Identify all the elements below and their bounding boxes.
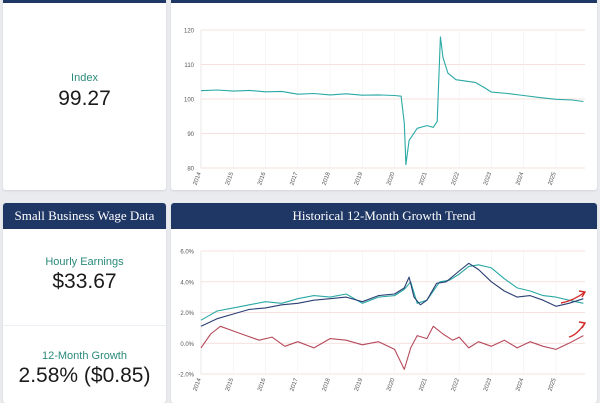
x-tick-label: 2017 [289, 377, 299, 392]
x-tick-label: 2016 [257, 171, 267, 186]
x-tick-label: 2024 [515, 377, 525, 392]
annotation-arrow-lower [568, 322, 586, 338]
y-tick-label: 6.0% [180, 250, 194, 256]
index-chart: 80 90 100 110 120 2014 2015 2016 2017 2018 2019 202… [184, 29, 585, 186]
y-tick-label: 4.0% [180, 280, 194, 286]
x-tick-label: 2023 [483, 171, 493, 186]
hourly-earnings-value: $33.67 [52, 270, 117, 293]
index-metric: Index 99.27 [3, 72, 166, 111]
x-tick-label: 2017 [289, 171, 299, 186]
x-tick-label: 2015 [225, 171, 235, 186]
x-tick-label: 2019 [354, 171, 364, 186]
index-label: Index [71, 72, 98, 84]
y-tick-label: -2.0% [178, 373, 194, 379]
y-tick-label: 2.0% [180, 311, 194, 317]
index-card: Index 99.27 [3, 0, 166, 190]
series-line-1 [200, 36, 584, 166]
index-card-header-strip [3, 0, 166, 3]
x-tick-label: 2021 [419, 377, 429, 392]
hourly-earnings-label: Hourly Earnings [45, 256, 124, 268]
x-tick-label: 2022 [451, 171, 461, 186]
series-line-1 [200, 264, 584, 321]
y-tick-label: 0.0% [180, 342, 194, 348]
index-chart-card: 80 90 100 110 120 2014 2015 2016 2017 2018 2019 202… [171, 0, 597, 190]
series-line-2 [200, 262, 584, 327]
x-tick-label: 2014 [193, 377, 203, 392]
y-tick-label: 100 [184, 98, 195, 104]
x-tick-label: 2023 [483, 377, 493, 392]
trend-card-title: Historical 12-Month Growth Trend [171, 203, 597, 229]
wage-card-divider [3, 325, 166, 326]
annotation-arrow-upper [560, 291, 586, 304]
x-tick-label: 2015 [225, 377, 235, 392]
growth-trend-chart: -2.0% 0.0% 2.0% 4.0% 6.0% 2014 2015 2016 2017 201… [178, 250, 587, 392]
index-chart-header-strip [171, 0, 597, 3]
hourly-earnings-metric: Hourly Earnings $33.67 [3, 256, 166, 294]
x-tick-label: 2020 [386, 377, 396, 392]
x-tick-label: 2020 [386, 171, 396, 186]
x-tick-label: 2018 [322, 171, 332, 186]
x-tick-label: 2022 [451, 377, 461, 392]
y-tick-label: 120 [184, 29, 195, 35]
growth-value: 2.58% ($0.85) [18, 364, 151, 387]
series-line-3 [200, 325, 584, 370]
annotation-arrow-lower-head [578, 321, 587, 329]
trend-card: Historical 12-Month Growth Trend -2.0% 0.… [171, 203, 597, 403]
index-value: 99.27 [58, 87, 111, 110]
wage-card-title: Small Business Wage Data [3, 203, 166, 229]
x-tick-label: 2014 [193, 171, 203, 186]
y-tick-label: 90 [187, 132, 194, 138]
annotation-arrow-upper-head [578, 290, 587, 298]
y-tick-label: 80 [187, 167, 194, 173]
wage-card: Small Business Wage Data Hourly Earnings… [3, 203, 166, 403]
x-tick-label: 2025 [548, 171, 558, 186]
growth-label: 12-Month Growth [42, 350, 127, 362]
x-tick-label: 2021 [419, 171, 429, 186]
x-tick-label: 2025 [548, 377, 558, 392]
growth-metric: 12-Month Growth 2.58% ($0.85) [3, 350, 166, 388]
x-tick-label: 2016 [257, 377, 267, 392]
x-tick-label: 2018 [322, 377, 332, 392]
y-tick-label: 110 [184, 63, 194, 69]
x-tick-label: 2019 [354, 377, 364, 392]
x-tick-label: 2024 [515, 171, 525, 186]
